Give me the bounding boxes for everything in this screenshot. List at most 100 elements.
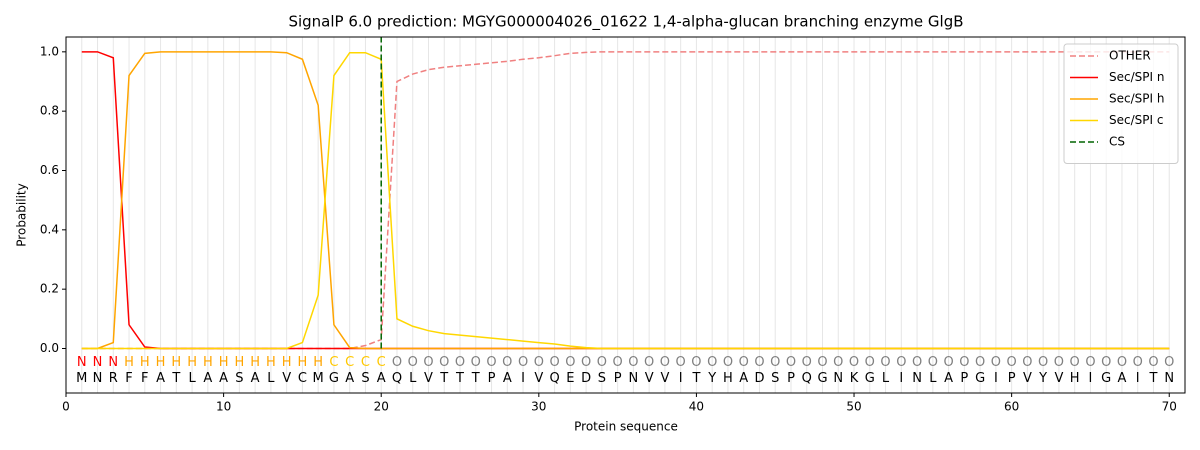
region-label: O: [1054, 355, 1064, 370]
region-label: O: [707, 355, 717, 370]
residue-label: V: [534, 371, 543, 386]
residue-label: N: [833, 371, 843, 386]
region-label: H: [219, 355, 229, 370]
region-label: O: [660, 355, 670, 370]
region-label: O: [880, 355, 890, 370]
region-label: O: [896, 355, 906, 370]
region-label: O: [1070, 355, 1080, 370]
residue-label: L: [409, 371, 417, 386]
region-label: O: [392, 355, 402, 370]
residue-label: V: [282, 371, 291, 386]
residue-label: P: [614, 371, 622, 386]
residue-label: Y: [707, 371, 716, 386]
residue-label: Q: [802, 371, 812, 386]
residue-label: V: [1054, 371, 1063, 386]
residue-label: K: [850, 371, 859, 386]
residue-label: S: [235, 371, 243, 386]
residue-label: I: [899, 371, 903, 386]
residue-label: V: [660, 371, 669, 386]
legend-label: Sec/SPI n: [1109, 70, 1164, 84]
region-label: O: [597, 355, 607, 370]
residue-label: T: [455, 371, 464, 386]
region-label: O: [439, 355, 449, 370]
residue-label: F: [141, 371, 148, 386]
region-label: H: [203, 355, 213, 370]
residue-label: V: [1023, 371, 1032, 386]
residue-label: I: [994, 371, 998, 386]
residue-label: A: [219, 371, 228, 386]
region-label: O: [1007, 355, 1017, 370]
residue-label: L: [267, 371, 275, 386]
residue-label: R: [109, 371, 118, 386]
region-label: O: [644, 355, 654, 370]
region-label: O: [565, 355, 575, 370]
y-tick-label: 0.4: [40, 222, 59, 236]
region-label: O: [408, 355, 418, 370]
region-label: O: [975, 355, 985, 370]
region-label: C: [361, 355, 370, 370]
region-label: O: [817, 355, 827, 370]
region-label: C: [345, 355, 354, 370]
residue-label: Y: [1038, 371, 1047, 386]
residue-label: T: [171, 371, 180, 386]
region-label: H: [140, 355, 150, 370]
region-label: O: [471, 355, 481, 370]
region-label: O: [786, 355, 796, 370]
region-label: O: [1038, 355, 1048, 370]
residue-label: M: [313, 371, 324, 386]
region-label: C: [377, 355, 386, 370]
residue-label: N: [629, 371, 639, 386]
region-label: H: [171, 355, 181, 370]
plot-frame: [65, 36, 1186, 394]
residue-label: A: [156, 371, 165, 386]
residue-label: L: [188, 371, 196, 386]
region-label: O: [754, 355, 764, 370]
series-line: [81, 51, 1170, 350]
residue-label: D: [581, 371, 591, 386]
region-label: H: [313, 355, 323, 370]
region-label: O: [628, 355, 638, 370]
region-label: O: [486, 355, 496, 370]
x-tick-label: 0: [62, 400, 70, 414]
residue-label: A: [345, 371, 354, 386]
region-label: O: [1085, 355, 1095, 370]
residue-label: Q: [392, 371, 402, 386]
residue-label: A: [944, 371, 953, 386]
residue-label: I: [679, 371, 683, 386]
x-axis-label: Protein sequence: [574, 420, 678, 434]
region-label: O: [865, 355, 875, 370]
residue-label: P: [960, 371, 968, 386]
chart-title: SignalP 6.0 prediction: MGYG000004026_01…: [288, 13, 963, 32]
region-label: H: [156, 355, 166, 370]
region-label: O: [613, 355, 623, 370]
residue-label: D: [754, 371, 764, 386]
residue-label: I: [1136, 371, 1140, 386]
y-tick-label: 0.8: [40, 104, 59, 118]
residue-label: A: [251, 371, 260, 386]
region-label: O: [959, 355, 969, 370]
residue-label: S: [361, 371, 369, 386]
residue-label: I: [1089, 371, 1093, 386]
region-label: O: [423, 355, 433, 370]
region-label: O: [802, 355, 812, 370]
region-label: H: [250, 355, 260, 370]
x-tick-label: 40: [689, 400, 704, 414]
legend-label: OTHER: [1109, 49, 1151, 63]
residue-label: T: [471, 371, 480, 386]
region-label: O: [676, 355, 686, 370]
residue-label: H: [723, 371, 733, 386]
residue-label: A: [503, 371, 512, 386]
region-label: N: [93, 355, 103, 370]
residue-label: V: [645, 371, 654, 386]
residue-label: G: [817, 371, 827, 386]
region-label: O: [518, 355, 528, 370]
residue-label: N: [912, 371, 922, 386]
region-label: O: [691, 355, 701, 370]
residue-label: G: [865, 371, 875, 386]
residue-label: L: [882, 371, 890, 386]
residue-label: P: [1008, 371, 1016, 386]
y-tick-label: 0.6: [40, 163, 59, 177]
region-label: H: [187, 355, 197, 370]
y-tick-label: 0.2: [40, 282, 59, 296]
